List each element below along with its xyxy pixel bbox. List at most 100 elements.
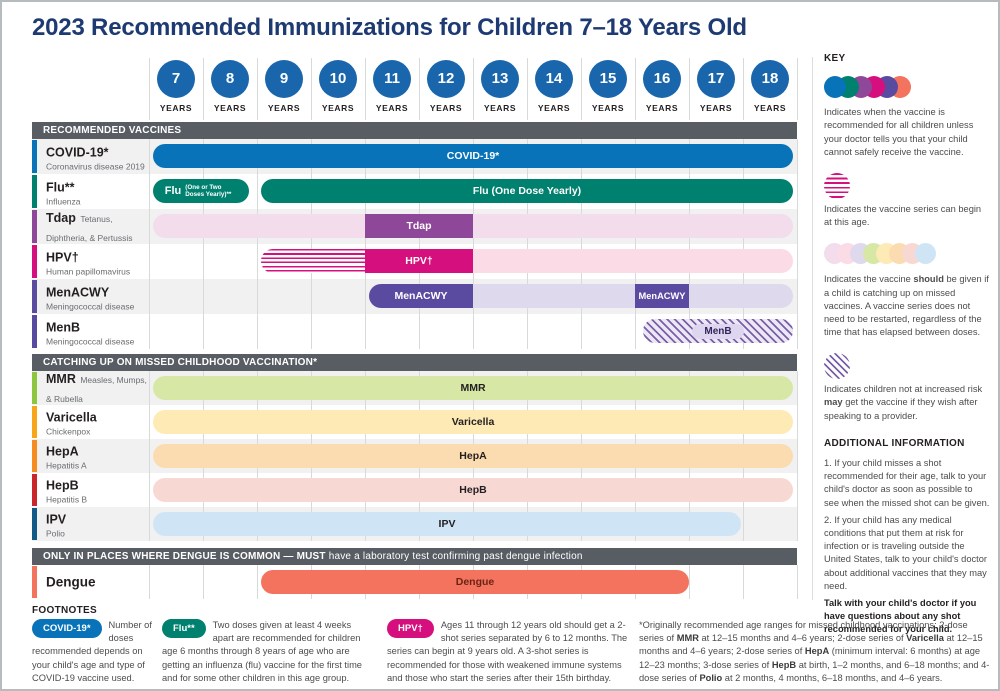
vaccine-row-menacwy: MenACWY Meningococcal disease MenACWY Men…: [32, 279, 797, 314]
years-label: YEARS: [645, 103, 679, 113]
vaccine-color-tab: [32, 245, 37, 278]
vaccine-subtitle: Tetanus, Diphtheria, & Pertussis: [46, 213, 133, 243]
vaccine-subtitle: Human papillomavirus: [46, 266, 131, 276]
age-column-13: 13 YEARS: [473, 60, 527, 120]
vaccine-name: HepA: [46, 444, 79, 459]
years-label: YEARS: [753, 103, 787, 113]
age-column-12: 12 YEARS: [419, 60, 473, 120]
age-circle: 15: [589, 60, 627, 98]
vaccine-name: MenB: [46, 319, 81, 334]
age-column-18: 18 YEARS: [743, 60, 797, 120]
footnote-text: *Originally recommended age ranges for m…: [639, 620, 990, 683]
vaccine-label: Dengue: [46, 572, 150, 591]
age-column-16: 16 YEARS: [635, 60, 689, 120]
footnote-catchup-ranges: *Originally recommended age ranges for m…: [639, 619, 991, 685]
vaccine-name: HepB: [46, 478, 79, 493]
vaccine-subtitle: Meningococcal disease: [46, 301, 135, 311]
bar-hpv-catchup: [473, 249, 793, 273]
bar-label: HPV†: [405, 255, 433, 267]
vaccine-name: IPV: [46, 512, 67, 527]
bar-menacwy-11-12: MenACWY: [369, 284, 473, 308]
vaccine-name: Flu**: [46, 179, 75, 194]
footnote-text: Two doses given at least 4 weeks apart a…: [162, 620, 362, 683]
bar-label: MenACWY: [638, 291, 686, 301]
age-circle: 16: [643, 60, 681, 98]
age-circle: 8: [211, 60, 249, 98]
vaccine-subtitle: Hepatitis A: [46, 460, 87, 471]
vaccine-subtitle: Meningococcal disease: [46, 336, 135, 346]
vaccine-subtitle: Measles, Mumps, & Rubella: [46, 374, 147, 404]
vaccine-row-tdap: Tdap Tetanus, Diphtheria, & Pertussis Td…: [32, 209, 797, 244]
vaccine-label: MMR Measles, Mumps, & Rubella: [46, 369, 150, 407]
footnotes-title: FOOTNOTES: [32, 605, 97, 616]
additional-info-paragraph: 1. If your child misses a shot recommend…: [824, 458, 990, 508]
section-header-recommended: RECOMMENDED VACCINES: [32, 122, 797, 139]
bar-label: Flu (One Dose Yearly): [472, 185, 582, 197]
vaccine-color-tab: [32, 372, 37, 404]
vaccine-label: Varicella Chickenpox: [46, 407, 150, 436]
bar-hepb: HepB: [153, 478, 793, 502]
vaccine-color-tab: [32, 508, 37, 540]
bar-hpv-can-begin: [261, 249, 365, 273]
age-circle: 14: [535, 60, 573, 98]
vaccine-subtitle: Influenza: [46, 196, 81, 206]
bar-menacwy-16: MenACWY: [635, 284, 689, 308]
age-column-17: 17 YEARS: [689, 60, 743, 120]
age-circle: 17: [697, 60, 735, 98]
years-label: YEARS: [159, 103, 193, 113]
years-label: YEARS: [429, 103, 463, 113]
footnote-text: Number of doses recommended depends on y…: [32, 620, 152, 683]
key-item-text: Indicates the vaccine should be given if…: [824, 274, 989, 338]
age-circle: 7: [157, 60, 195, 98]
hatched-circle: [824, 353, 850, 380]
age-circle: 18: [751, 60, 789, 98]
vaccine-row-hepb: HepB Hepatitis B HepB: [32, 473, 797, 507]
panel-divider: [812, 57, 813, 600]
bar-tdap: Tdap: [365, 214, 473, 238]
years-label: YEARS: [483, 103, 517, 113]
age-column-10: 10 YEARS: [311, 60, 365, 120]
key-may-circle-icon: [824, 353, 990, 380]
key-panel: KEY Indicates when the vaccine is recomm…: [824, 52, 990, 640]
vaccine-name: MMR: [46, 371, 76, 386]
age-column-14: 14 YEARS: [527, 60, 581, 120]
vaccine-row-covid19: COVID-19* Coronavirus disease 2019 COVID-…: [32, 139, 797, 174]
vaccine-color-tab: [32, 210, 37, 243]
section-header-catchup: CATCHING UP ON MISSED CHILDHOOD VACCINAT…: [32, 354, 797, 371]
vaccine-subtitle: Coronavirus disease 2019: [46, 161, 145, 171]
page-title: 2023 Recommended Immunizations for Child…: [32, 14, 747, 41]
vaccine-subtitle: Polio: [46, 528, 65, 539]
bar-label: MenACWY: [394, 290, 448, 302]
vaccine-subtitle: Hepatitis B: [46, 494, 88, 505]
vaccine-row-menb: MenB Meningococcal disease MenB: [32, 314, 797, 349]
vaccine-name: Tdap: [46, 210, 76, 225]
bar-ipv: IPV: [153, 512, 741, 536]
vaccine-label: HepB Hepatitis B: [46, 475, 150, 504]
vaccine-color-tab: [32, 140, 37, 173]
hpv-pill: HPV†: [387, 619, 434, 639]
bar-label: MenB: [692, 323, 744, 339]
age-circle: 10: [319, 60, 357, 98]
footnote-flu: Flu** Two doses given at least 4 weeks ap…: [162, 619, 374, 685]
key-item-text: Indicates when the vaccine is recommende…: [824, 107, 974, 157]
vaccine-row-dengue: Dengue Dengue: [32, 565, 797, 599]
vaccine-color-tab: [32, 280, 37, 313]
vaccine-row-hpv: HPV† Human papillomavirus HPV†: [32, 244, 797, 279]
age-circle: 11: [373, 60, 411, 98]
vaccine-label: Tdap Tetanus, Diphtheria, & Pertussis: [46, 207, 150, 245]
age-column-15: 15 YEARS: [581, 60, 635, 120]
years-label: YEARS: [537, 103, 571, 113]
additional-info-paragraph: 2. If your child has any medical conditi…: [824, 514, 987, 591]
bar-covid19: COVID-19*: [153, 144, 793, 168]
vaccine-color-tab: [32, 406, 37, 438]
bar-varicella: Varicella: [153, 410, 793, 434]
bar-dengue: Dengue: [261, 570, 689, 594]
bar-flu-7-8: Flu (One or Two Doses Yearly)**: [153, 179, 249, 203]
vaccine-name: Dengue: [46, 574, 96, 590]
vaccine-subtitle: Chickenpox: [46, 426, 91, 437]
bar-sublabel: (One or Two Doses Yearly)**: [185, 183, 232, 198]
bar-label: HepA: [459, 450, 487, 462]
vaccine-color-tab: [32, 175, 37, 208]
vaccine-color-tab: [32, 474, 37, 506]
